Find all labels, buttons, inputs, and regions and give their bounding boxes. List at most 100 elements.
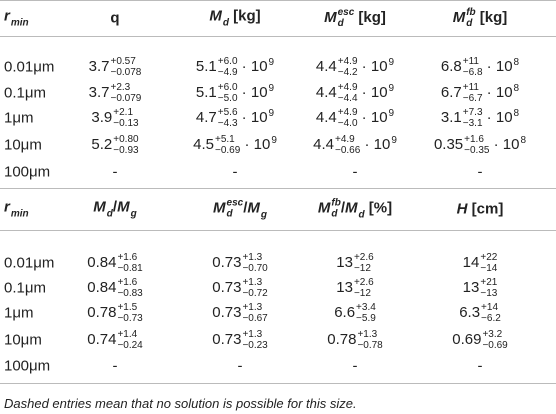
cell-text: 0.1μm xyxy=(4,84,46,102)
data-cell: - xyxy=(478,164,483,181)
cell-text: · 10 xyxy=(237,83,268,101)
superscript: +2.3 xyxy=(110,82,131,93)
data-cell: 0.73 +1.3 −0.23 xyxy=(212,329,268,351)
data-cell: 13 +2.6 −12 xyxy=(336,252,373,274)
subscript: −12 xyxy=(353,288,371,299)
data-cell: 13 +2.6 −12 xyxy=(336,277,373,299)
superscript: 9 xyxy=(388,107,395,119)
script-stack: +3.2 −0.69 xyxy=(482,329,507,351)
script-stack: +1.6 −0.83 xyxy=(117,277,142,299)
data-cell: 0.73 +1.3 −0.70 xyxy=(212,252,268,274)
cell-text: · 10 xyxy=(357,108,388,126)
superscript: +0.57 xyxy=(110,56,136,67)
cell-text: 6.6 xyxy=(334,303,356,321)
data-cell: 6.7 +11 −6.7 · 10 8 xyxy=(441,82,519,104)
cell-text: 0.73 xyxy=(212,303,242,321)
superscript: +3.4 xyxy=(356,302,376,313)
cell-text: - xyxy=(352,357,358,375)
subscript: −0.72 xyxy=(242,288,268,299)
cell-text: M xyxy=(93,198,106,216)
superscript: fb xyxy=(331,197,341,209)
data-cell: 4.4 +4.9 −0.66 · 10 9 xyxy=(313,134,397,156)
cell-text: M xyxy=(117,198,130,216)
subscript: d xyxy=(222,17,229,29)
superscript: +1.4 xyxy=(117,329,138,340)
superscript: +4.9 xyxy=(334,134,355,145)
cell-text: - xyxy=(112,357,118,375)
subscript: −0.67 xyxy=(242,313,268,324)
cell-text: M xyxy=(209,7,222,25)
superscript: +2.1 xyxy=(113,107,134,118)
script-stack: +1.4 −0.24 xyxy=(117,329,142,351)
data-cell: 6.8 +11 −6.8 · 10 8 xyxy=(441,56,519,78)
cell-text: 3.1 xyxy=(440,108,462,126)
subscript: −4.3 xyxy=(217,118,238,129)
cell-text: 6.7 xyxy=(440,83,462,101)
script-stack: esc d xyxy=(338,7,355,29)
cell-text: 13 xyxy=(336,278,353,296)
cell-text: 0.73 xyxy=(212,330,242,348)
subscript: −4.4 xyxy=(337,93,358,104)
cell-text: H xyxy=(456,200,468,218)
data-cell: 3.1 +7.3 −3.1 · 10 8 xyxy=(441,107,519,129)
cell-text: 0.78 xyxy=(87,303,117,321)
subscript: −4.9 xyxy=(217,67,238,78)
data-cell: - xyxy=(233,164,238,181)
superscript: +22 xyxy=(480,252,498,263)
cell-text: · 10 xyxy=(482,83,513,101)
table-note: Dashed entries mean that no solution is … xyxy=(4,396,357,411)
data-cell: 0.78 +1.3 −0.78 xyxy=(327,329,383,351)
cell-text: 100μm xyxy=(4,163,51,181)
subscript: −14 xyxy=(480,263,498,274)
superscript: +1.3 xyxy=(242,252,263,263)
subscript: −0.73 xyxy=(117,313,143,324)
cell-text: · 10 xyxy=(237,108,268,126)
subscript: −3.1 xyxy=(462,118,483,129)
cell-text: 0.01μm xyxy=(4,58,55,76)
script-stack: esc d xyxy=(227,198,244,220)
data-cell: 0.35 +1.6 −0.35 · 10 8 xyxy=(434,134,526,156)
cell-text: · 10 xyxy=(240,135,271,153)
cell-text: 3.7 xyxy=(88,83,110,101)
cell-text: · 10 xyxy=(237,57,268,75)
subscript: −0.66 xyxy=(334,145,361,156)
row-label: 10μm xyxy=(4,332,42,349)
script-stack: 8 xyxy=(514,83,520,94)
data-cell: 0.74 +1.4 −0.24 xyxy=(87,329,143,351)
script-stack: 8 xyxy=(514,57,520,68)
cell-text: 13 xyxy=(462,278,480,296)
cell-text: / xyxy=(112,198,118,216)
row-label: 1μm xyxy=(4,110,33,127)
data-cell: - xyxy=(113,164,118,181)
script-stack: +21 −13 xyxy=(480,277,497,299)
superscript: +5.1 xyxy=(214,134,235,145)
superscript: +2.6 xyxy=(353,277,374,288)
script-stack: d xyxy=(107,209,113,220)
cell-text: [kg] xyxy=(354,8,386,26)
script-stack: g xyxy=(131,209,137,220)
cell-text: 0.73 xyxy=(212,253,242,271)
superscript: +4.9 xyxy=(337,107,358,118)
script-stack: 9 xyxy=(269,108,275,119)
cell-text: [kg] xyxy=(475,8,508,26)
superscript: 9 xyxy=(268,82,275,94)
cell-text: 1μm xyxy=(4,109,34,127)
rule xyxy=(0,0,556,1)
subscript: d xyxy=(358,209,365,221)
cell-text: 4.4 xyxy=(315,108,337,126)
cell-text: 100μm xyxy=(4,357,51,375)
script-stack: +3.4 −5.9 xyxy=(356,302,376,324)
cell-text: - xyxy=(237,357,243,375)
script-stack: 9 xyxy=(389,57,395,68)
script-stack: +2.6 −12 xyxy=(354,277,374,299)
cell-text: 0.01μm xyxy=(4,254,55,272)
row-label: 0.01μm xyxy=(4,59,54,76)
script-stack: 9 xyxy=(269,57,275,68)
superscript: +1.3 xyxy=(242,277,263,288)
subscript: −0.078 xyxy=(110,67,142,78)
